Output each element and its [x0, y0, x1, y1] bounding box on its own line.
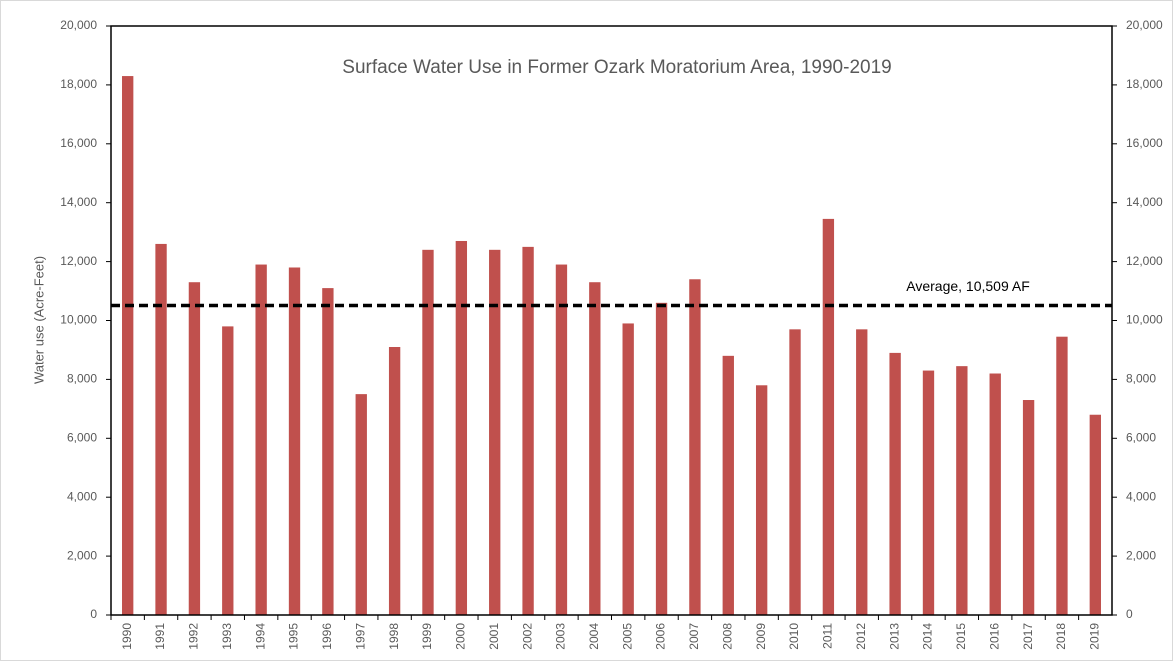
- y-tick-label: 0: [90, 607, 97, 621]
- x-tick-label: 2003: [554, 623, 568, 650]
- y2-tick-label: 2,000: [1126, 548, 1156, 562]
- bar: [188, 282, 201, 615]
- x-tick-label: 2007: [687, 623, 701, 650]
- bar: [222, 326, 234, 615]
- bar: [555, 264, 568, 615]
- x-tick-label: 1994: [253, 623, 267, 650]
- x-tick-label: 2014: [921, 623, 935, 650]
- y-tick-label: 14,000: [60, 195, 97, 209]
- y2-tick-label: 18,000: [1126, 77, 1163, 91]
- x-tick-label: 2016: [987, 623, 1001, 650]
- y-tick-label: 10,000: [60, 313, 97, 327]
- bar: [856, 329, 868, 615]
- x-tick-label: 1998: [387, 623, 401, 650]
- x-tick-label: 1995: [287, 623, 301, 650]
- x-tick-label: 2000: [454, 623, 468, 650]
- y2-tick-label: 10,000: [1126, 313, 1163, 327]
- x-tick-label: 2011: [821, 623, 835, 649]
- bar: [122, 76, 134, 615]
- x-tick-label: 1990: [120, 623, 134, 650]
- bar: [155, 243, 167, 615]
- x-tick-label: 1997: [353, 623, 367, 650]
- x-tick-label: 2006: [654, 623, 668, 650]
- x-tick-label: 2010: [787, 623, 801, 650]
- y-tick-label: 8,000: [67, 372, 97, 386]
- x-tick-label: 2009: [754, 623, 768, 650]
- y2-tick-label: 0: [1126, 607, 1133, 621]
- bar: [655, 302, 668, 615]
- x-tick-label: 1992: [187, 623, 201, 650]
- x-tick-label: 2013: [887, 623, 901, 650]
- y-tick-label: 16,000: [60, 136, 97, 150]
- y-axis-label: Water use (Acre-Feet): [31, 256, 46, 384]
- bar: [722, 355, 734, 615]
- y2-tick-label: 16,000: [1126, 136, 1163, 150]
- bar: [489, 249, 501, 615]
- y-tick-label: 12,000: [60, 254, 97, 268]
- x-tick-label: 2001: [487, 623, 501, 650]
- chart-title: Surface Water Use in Former Ozark Morato…: [342, 57, 891, 78]
- y-tick-label: 4,000: [67, 489, 97, 503]
- y-tick-label: 2,000: [67, 548, 97, 562]
- y2-tick-label: 12,000: [1126, 254, 1163, 268]
- bar: [822, 218, 835, 615]
- bar: [589, 282, 601, 615]
- y2-tick-label: 14,000: [1126, 195, 1163, 209]
- y2-tick-label: 20,000: [1126, 18, 1163, 32]
- y2-tick-label: 8,000: [1126, 372, 1156, 386]
- y2-tick-label: 6,000: [1126, 430, 1156, 444]
- bar: [355, 394, 367, 615]
- x-tick-label: 1991: [153, 623, 167, 650]
- bar: [1056, 336, 1068, 615]
- plot-frame: [110, 25, 1113, 616]
- x-tick-label: 2019: [1087, 623, 1101, 650]
- x-tick-label: 2015: [954, 623, 968, 650]
- bar: [1089, 414, 1101, 615]
- bar: [689, 279, 701, 615]
- x-tick-label: 2008: [720, 623, 734, 650]
- bar: [422, 249, 434, 615]
- bar: [388, 347, 401, 615]
- x-tick-label: 2018: [1054, 623, 1068, 650]
- bar: [889, 352, 901, 615]
- y-tick-label: 6,000: [67, 430, 97, 444]
- bar: [622, 323, 634, 615]
- bar: [989, 373, 1001, 615]
- bar: [789, 329, 801, 615]
- bar: [522, 246, 534, 615]
- x-tick-label: 2004: [587, 623, 601, 650]
- x-tick-label: 1999: [420, 623, 434, 650]
- bar: [288, 267, 301, 615]
- x-tick-label: 2002: [520, 623, 534, 650]
- average-label: Average, 10,509 AF: [906, 278, 1030, 294]
- bar: [956, 366, 968, 615]
- x-tick-label: 2012: [854, 623, 868, 650]
- bar: [755, 385, 768, 615]
- x-tick-label: 2005: [620, 623, 634, 650]
- y2-tick-label: 4,000: [1126, 489, 1156, 503]
- bar: [455, 240, 468, 616]
- y-tick-label: 20,000: [60, 18, 97, 32]
- x-tick-label: 1993: [220, 623, 234, 650]
- x-tick-label: 2017: [1021, 623, 1035, 650]
- bar: [1022, 400, 1035, 615]
- y-tick-label: 18,000: [60, 77, 97, 91]
- bar: [255, 264, 267, 615]
- x-tick-label: 1996: [320, 623, 334, 650]
- bar: [922, 370, 935, 615]
- bar: [322, 288, 334, 615]
